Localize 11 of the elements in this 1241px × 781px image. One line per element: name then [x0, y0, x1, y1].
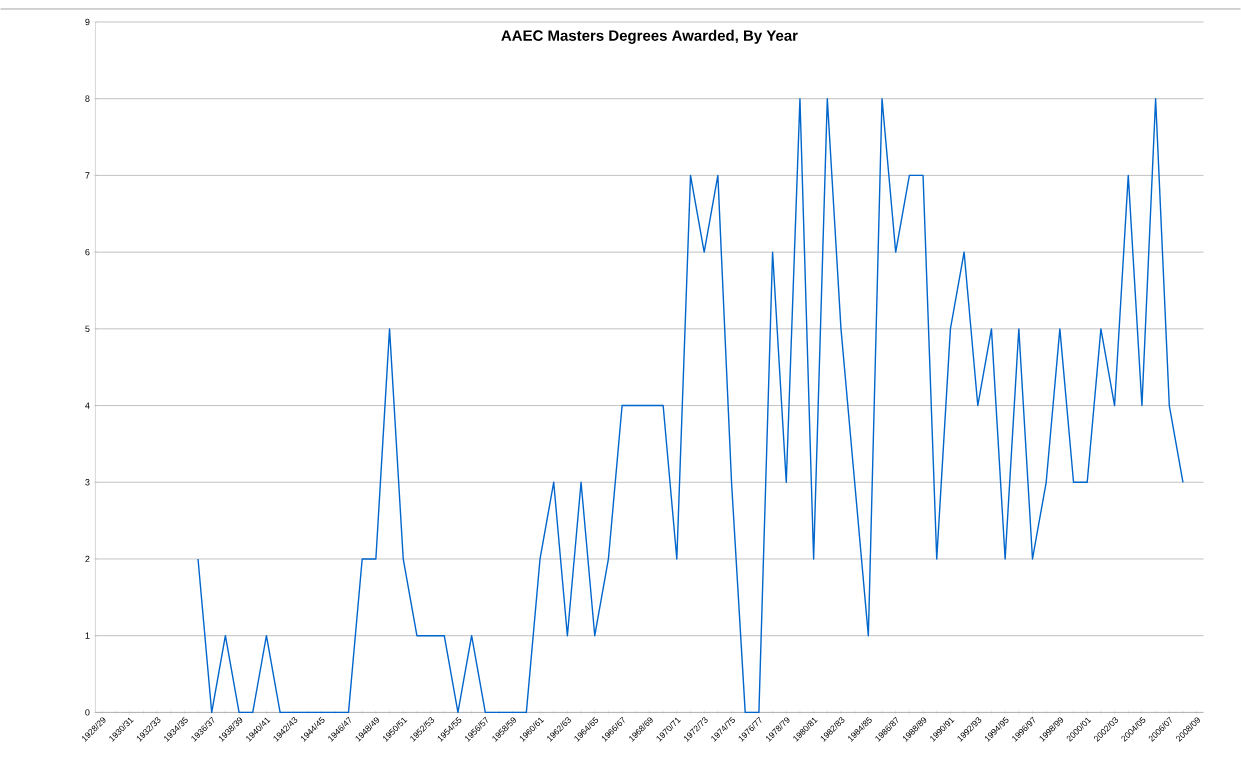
- y-tick-label: 2: [85, 555, 90, 562]
- y-tick-label: 0: [85, 709, 90, 716]
- y-tick-label: 1: [85, 632, 90, 639]
- y-tick-label: 9: [85, 18, 90, 25]
- chart-title: AAEC Masters Degrees Awarded, By Year: [501, 29, 798, 44]
- y-tick-label: 5: [85, 325, 90, 332]
- y-tick-label: 4: [85, 402, 90, 409]
- y-tick-label: 3: [85, 478, 90, 486]
- y-tick-label: 6: [85, 248, 90, 256]
- y-tick-label: 7: [85, 172, 90, 179]
- y-tick-label: 8: [85, 95, 90, 102]
